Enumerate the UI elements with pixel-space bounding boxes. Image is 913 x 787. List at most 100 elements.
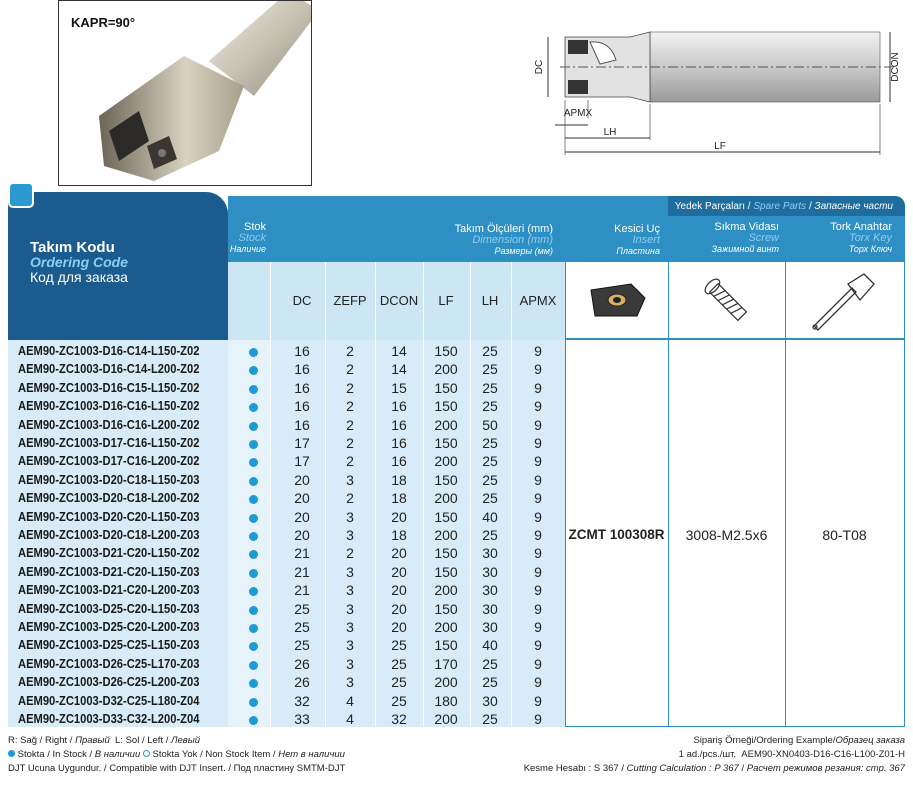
divider bbox=[325, 262, 326, 727]
dimension-value: 18 bbox=[391, 490, 407, 507]
dimension-value: 17 bbox=[294, 453, 310, 470]
dimension-value: 16 bbox=[294, 379, 310, 396]
dimension-value: 20 bbox=[294, 490, 310, 507]
header-ru: Пластина bbox=[616, 246, 660, 256]
dimension-value: 16 bbox=[294, 398, 310, 415]
insert-code: ZCMT 100308R bbox=[568, 527, 665, 543]
dimension-value: 9 bbox=[534, 545, 542, 562]
dimension-value: 170 bbox=[434, 655, 458, 672]
dimension-value: 25 bbox=[482, 453, 498, 470]
separator: / bbox=[806, 201, 815, 212]
dimension-value: 4 bbox=[346, 711, 354, 727]
header-ru: Торх Ключ bbox=[848, 244, 892, 254]
key-header: Tork Anahtar Torx Key Торх Ключ bbox=[786, 222, 892, 255]
column-header: LH bbox=[481, 293, 499, 308]
dimension-value: 3 bbox=[346, 582, 354, 599]
dimension-value: 3 bbox=[346, 527, 354, 543]
ordering-code: AEM90-ZC1003-D25-C20-L150-Z03 bbox=[18, 600, 200, 616]
column-header: DCON bbox=[379, 293, 419, 308]
footer-line: R: Sağ / Right / Правый L: Sol / Left / … bbox=[8, 734, 345, 748]
key-image bbox=[812, 273, 875, 331]
header-tr: Yedek Parçaları / bbox=[674, 201, 754, 212]
ordering-code: AEM90-ZC1003-D21-C20-L150-Z02 bbox=[18, 545, 200, 561]
stock-dot bbox=[249, 550, 258, 560]
header-ru: Размеры (мм) bbox=[494, 246, 553, 256]
dimension-value: 2 bbox=[346, 435, 354, 451]
stock-dot bbox=[249, 384, 258, 394]
ordering-code: AEM90-ZC1003-D26-C25-L200-Z03 bbox=[18, 674, 200, 690]
dimension-value: 150 bbox=[434, 600, 458, 617]
spare-header: Yedek Parçaları / Spare Parts / Запасные… bbox=[668, 201, 893, 212]
divider bbox=[375, 262, 376, 727]
ordering-code: AEM90-ZC1003-D16-C16-L200-Z02 bbox=[18, 416, 200, 432]
dimension-value: 21 bbox=[294, 582, 310, 599]
dimension-value: 9 bbox=[534, 527, 542, 543]
nonstock-icon bbox=[142, 750, 150, 757]
dimension-value: 25 bbox=[482, 361, 498, 378]
dimension-value: 9 bbox=[534, 674, 542, 691]
dimension-value: 150 bbox=[434, 563, 458, 580]
dimension-value: 14 bbox=[391, 361, 407, 378]
stock-dot bbox=[249, 642, 258, 652]
dimension-value: 9 bbox=[534, 435, 542, 451]
stock-dot bbox=[249, 568, 258, 578]
footer-right: Sipariş Örneği/Ordering Example/Образец … bbox=[524, 734, 905, 776]
lh-label: LH bbox=[604, 127, 617, 138]
dimension-value: 150 bbox=[434, 545, 458, 562]
dimension-value: 18 bbox=[391, 471, 407, 488]
dimension-value: 2 bbox=[346, 453, 354, 470]
footer-text: Образец заказа bbox=[835, 735, 905, 746]
stock-icon bbox=[8, 750, 15, 757]
header-tr: Takım Ölçüleri (mm) bbox=[454, 223, 553, 235]
dimension-value: 2 bbox=[346, 361, 354, 378]
dimension-value: 9 bbox=[534, 453, 542, 470]
ordering-code: AEM90-ZC1003-D16-C16-L150-Z02 bbox=[18, 398, 200, 414]
divider bbox=[270, 262, 271, 727]
dimension-value: 15 bbox=[391, 379, 407, 396]
dimension-value: 3 bbox=[346, 600, 354, 617]
dimension-value: 200 bbox=[434, 361, 458, 378]
stock-dot bbox=[249, 587, 258, 597]
ordering-code: AEM90-ZC1003-D20-C20-L150-Z03 bbox=[18, 508, 200, 524]
footer-line: DJT Ucuna Uygundur. / Compatible with DJ… bbox=[8, 763, 346, 774]
ordering-code: AEM90-ZC1003-D33-C32-L200-Z04 bbox=[18, 711, 200, 726]
dimension-value: 25 bbox=[482, 343, 498, 359]
dimension-value: 20 bbox=[391, 508, 407, 525]
footer-text: Нет в наличии bbox=[278, 749, 345, 760]
divider bbox=[565, 726, 905, 727]
divider bbox=[668, 216, 669, 727]
ordering-code: AEM90-ZC1003-D16-C14-L200-Z02 bbox=[18, 361, 200, 377]
footer-text: Левый bbox=[171, 735, 201, 746]
header-en: Stock bbox=[238, 232, 266, 244]
dimension-value: 25 bbox=[294, 619, 310, 635]
header-tr: Takım Kodu bbox=[30, 239, 115, 256]
footer-text: / bbox=[738, 763, 747, 774]
dimension-value: 25 bbox=[482, 471, 498, 488]
stock-dot bbox=[249, 605, 258, 615]
dimension-value: 26 bbox=[294, 655, 310, 672]
code-header-bg bbox=[8, 192, 228, 340]
dimension-value: 25 bbox=[482, 379, 498, 396]
column-header: APMX bbox=[519, 293, 557, 308]
dimension-value: 9 bbox=[534, 508, 542, 525]
dimension-value: 20 bbox=[294, 508, 310, 525]
stock-dot bbox=[249, 532, 258, 541]
divider bbox=[565, 338, 905, 340]
footer-text: R: Sağ / Right / bbox=[8, 735, 76, 746]
dimension-value: 25 bbox=[391, 692, 407, 709]
header-en: Spare Parts bbox=[753, 201, 807, 212]
dimension-value: 2 bbox=[346, 343, 354, 359]
dimension-value: 9 bbox=[534, 471, 542, 488]
header-tr: Tork Anahtar bbox=[830, 221, 892, 233]
stock-header: Stok Stock Наличие bbox=[228, 222, 266, 255]
dimension-value: 16 bbox=[294, 343, 310, 359]
dimension-value: 2 bbox=[346, 416, 354, 433]
photo-frame: KAPR=90° bbox=[58, 0, 319, 186]
divider bbox=[785, 216, 786, 727]
dimension-value: 200 bbox=[434, 453, 458, 470]
code-header: Takım Kodu Ordering Code Код для заказа bbox=[30, 240, 128, 285]
dimension-value: 9 bbox=[534, 637, 542, 654]
dimension-value: 30 bbox=[482, 600, 498, 617]
lf-label: LF bbox=[714, 141, 726, 152]
stock-dot bbox=[249, 366, 258, 376]
